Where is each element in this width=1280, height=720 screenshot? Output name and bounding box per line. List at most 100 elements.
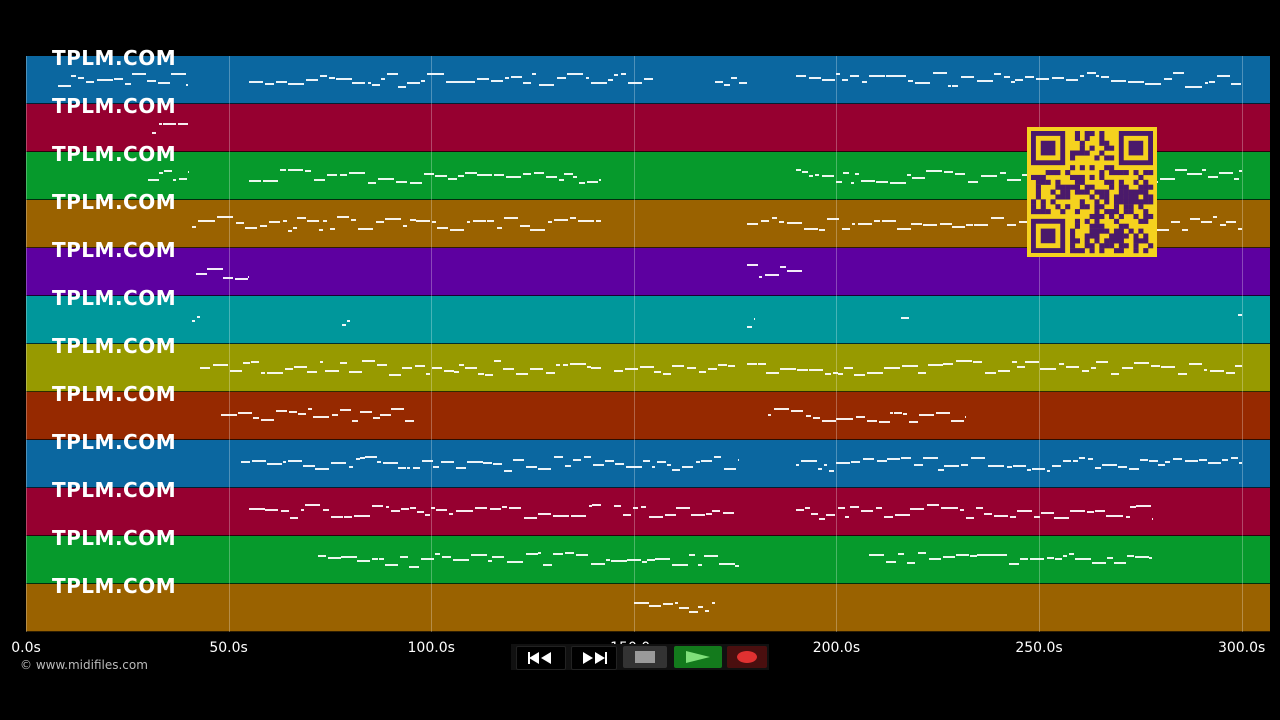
midi-note — [545, 176, 557, 179]
fast-forward-button[interactable] — [571, 646, 617, 670]
midi-note — [185, 84, 189, 87]
midi-note — [268, 220, 280, 223]
midi-note — [690, 513, 706, 516]
midi-note — [897, 228, 911, 231]
midi-note — [1237, 228, 1242, 231]
midi-note — [813, 416, 821, 419]
midi-note — [496, 226, 503, 229]
midi-note — [801, 170, 809, 173]
midi-note — [647, 558, 656, 561]
midi-note — [590, 367, 602, 370]
midi-note — [573, 176, 577, 179]
midi-note — [1095, 467, 1101, 470]
midi-note — [1078, 457, 1086, 460]
midi-note — [1134, 556, 1149, 559]
midi-note — [511, 75, 523, 78]
midi-note — [267, 463, 282, 466]
midi-note — [360, 411, 373, 414]
track-label: TPLM.COM — [52, 526, 177, 550]
midi-note — [385, 506, 390, 509]
midi-note — [336, 216, 350, 219]
midi-note — [686, 367, 697, 370]
midi-note — [815, 174, 820, 177]
midi-note — [360, 457, 365, 459]
midi-note — [172, 179, 176, 182]
midi-note — [666, 464, 672, 467]
midi-note — [1186, 173, 1202, 176]
midi-note — [627, 81, 642, 84]
midi-note — [380, 413, 391, 416]
midi-note — [598, 179, 602, 182]
midi-note — [671, 563, 689, 566]
midi-note — [613, 505, 621, 508]
midi-note — [371, 558, 379, 561]
midi-note — [689, 611, 698, 614]
midi-note — [821, 78, 836, 81]
record-icon — [737, 651, 757, 663]
midi-note — [489, 507, 501, 510]
midi-note — [795, 463, 800, 466]
midi-note — [889, 75, 906, 78]
midi-note — [530, 367, 544, 370]
midi-note — [1219, 223, 1226, 226]
midi-note — [857, 223, 873, 226]
midi-note — [1095, 360, 1109, 363]
midi-note — [96, 79, 113, 82]
midi-note — [275, 81, 288, 84]
track-row: TPLM.COM — [26, 46, 1270, 104]
qr-code-icon — [1027, 127, 1157, 257]
midi-note — [556, 77, 566, 80]
midi-note — [860, 510, 874, 513]
midi-note — [371, 83, 380, 86]
stop-button[interactable] — [623, 646, 667, 668]
midi-note — [625, 368, 639, 371]
midi-note — [444, 369, 454, 372]
midi-note — [289, 517, 298, 520]
midi-note — [431, 367, 443, 370]
midi-note — [1004, 76, 1011, 79]
midi-note — [261, 418, 274, 421]
midi-note — [1017, 510, 1032, 513]
midi-note — [723, 467, 736, 470]
midi-note — [876, 507, 882, 510]
midi-note — [566, 72, 584, 75]
midi-note — [747, 325, 752, 328]
midi-note — [992, 554, 1007, 557]
midi-note — [351, 219, 357, 222]
midi-note — [1024, 76, 1035, 79]
midi-note — [503, 217, 518, 220]
midi-note — [1139, 458, 1148, 461]
midi-note — [832, 371, 839, 374]
midi-note — [822, 174, 835, 177]
time-tick-label: 200.0s — [812, 640, 861, 656]
midi-note — [961, 463, 968, 466]
midi-note — [913, 464, 923, 467]
rewind-button[interactable] — [516, 646, 566, 670]
transport-controls — [511, 644, 769, 670]
midi-note — [713, 456, 721, 459]
play-button[interactable] — [674, 646, 722, 668]
midi-note — [235, 221, 244, 224]
midi-note — [941, 507, 958, 510]
midi-note — [1136, 504, 1151, 507]
record-button[interactable] — [727, 646, 767, 668]
midi-note — [324, 370, 340, 373]
midi-note — [1209, 81, 1215, 84]
midi-note — [1012, 360, 1017, 363]
midi-note — [196, 272, 207, 275]
midi-note — [404, 420, 415, 423]
midi-note — [164, 169, 172, 172]
midi-note — [448, 512, 454, 515]
grid-line — [836, 56, 838, 632]
midi-note — [676, 506, 691, 509]
midi-note — [588, 504, 592, 507]
midi-note — [538, 83, 555, 86]
midi-note — [453, 558, 469, 561]
midi-note — [340, 362, 347, 365]
midi-note — [1202, 169, 1206, 172]
midi-note — [797, 369, 808, 372]
midi-note — [1046, 556, 1055, 559]
midi-note — [675, 601, 679, 604]
midi-note — [322, 509, 330, 512]
midi-note — [477, 372, 485, 375]
